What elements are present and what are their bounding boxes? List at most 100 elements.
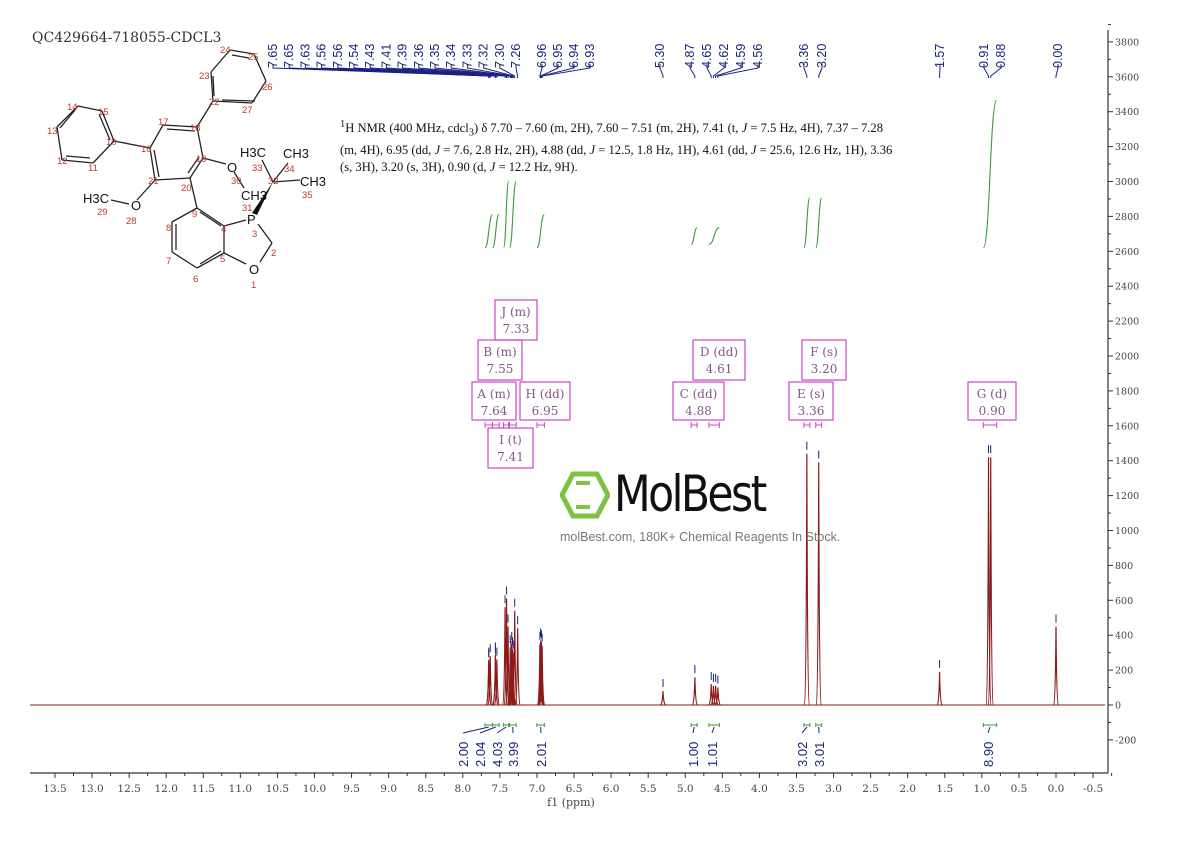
y-tick-label: 1000 [1115,526,1139,537]
multiplet-box: C (dd) 4.88 [672,381,725,421]
atom-label: P [247,212,256,227]
atom-number: 26 [262,82,273,93]
integral-connector [479,726,496,734]
peak-label-connector [715,64,742,78]
multiplet-box: I (t) 7.41 [487,427,534,469]
bond [196,207,225,227]
x-tick-label: 8.5 [417,783,434,795]
integral-curve [508,181,517,249]
multiplet-label: J (m) [499,305,530,319]
x-tick-label: 13.0 [80,783,103,795]
atom-number: 28 [126,216,137,227]
y-tick-label: 0 [1115,701,1121,712]
peak-label-connector [539,64,543,78]
bond [261,159,274,183]
integral-bracket [815,723,823,727]
spectrum-peak [987,457,994,706]
multiplet-range [491,422,500,428]
peak-label-connector [540,64,559,78]
multiplet-box: B (m) 7.55 [477,339,523,381]
y-tick-label: 200 [1115,666,1133,677]
integral-value: 4.03 [490,742,505,767]
bond [101,110,115,142]
atom-number: 25 [248,52,259,63]
atom-number: 13 [47,126,58,137]
integral-bracket [803,723,811,727]
atom-number: 29 [97,207,108,218]
multiplet-box: F (s) 3.20 [801,339,847,381]
bond [253,53,267,82]
multiplet-range [982,422,998,428]
x-tick-label: 6.0 [603,783,620,795]
bond [92,140,115,164]
bond [223,219,247,227]
spectrum-peak [536,643,544,706]
peak-label: 7.56 [315,44,329,68]
atom-number: 6 [193,274,198,285]
y-tick-label: 2600 [1115,247,1139,258]
atom-number: 16 [141,144,152,155]
multiplet-shift: 7.41 [497,450,524,464]
multiplet-label: D (dd) [700,345,738,359]
integral-connector [801,726,808,734]
y-tick-label: 2200 [1115,317,1139,328]
y-tick-label: 1200 [1115,491,1139,502]
integral-bracket [491,723,500,727]
double-bond [221,99,256,102]
x-tick-label: 9.5 [343,783,360,795]
wedge-bond [252,182,273,215]
peak-label-connector [717,64,759,78]
peak-label: 7.41 [379,44,393,68]
bond [149,124,164,149]
multiplet-shift: 3.36 [798,404,825,418]
bond [113,140,151,149]
peak-label-connector [689,64,696,78]
multiplet-box: A (m) 7.64 [471,381,517,421]
integral-value: 8.90 [981,742,996,767]
double-bond [166,128,196,132]
bond [196,252,225,269]
atom-number: 9 [192,209,197,220]
peak-label: 7.54 [347,44,361,68]
spectrum-peak [714,687,721,706]
x-tick-label: 2.5 [862,783,879,795]
bond [223,252,247,265]
peak-label-connector [1055,64,1059,78]
peak-label-connector [385,64,508,78]
double-bond [59,109,76,129]
atom-number: 15 [98,107,109,118]
bond [149,147,156,181]
x-tick-label: 2.0 [899,783,916,795]
peak-label: 7.56 [331,44,345,68]
multiplet-label: F (s) [810,345,838,359]
multiplet-shift: 4.61 [706,362,733,376]
integral-connector [496,726,507,734]
multiplet-shift: 0.90 [979,404,1006,418]
peak-label: 4.87 [683,44,697,68]
atom-number: 2 [271,248,276,259]
bond [162,124,198,128]
spectrum-peak [507,652,515,706]
spectrum-peak [510,652,517,706]
atom-number: 23 [199,71,210,82]
integral-value: 3.99 [506,742,521,767]
y-tick-label: 3200 [1115,142,1139,153]
spectrum-peak [514,628,521,706]
integral-connector [462,726,489,734]
peak-label: 7.43 [363,44,377,68]
atom-number: 7 [166,256,171,267]
multiplet-box: G (d) 0.90 [967,381,1017,421]
atom-label: CH3 [300,174,326,189]
peak-label-connector [983,64,990,78]
peak-label: 4.56 [751,44,765,68]
atom-number: 30 [231,176,242,187]
bond [171,251,198,269]
x-tick-label: 13.5 [43,783,66,795]
spectrum-peak [815,462,822,706]
peak-label: 7.63 [298,44,312,68]
multiplet-range [815,422,823,428]
spectrum-peak [1052,626,1060,706]
bond [272,162,289,183]
atom-number: 8 [166,223,171,234]
